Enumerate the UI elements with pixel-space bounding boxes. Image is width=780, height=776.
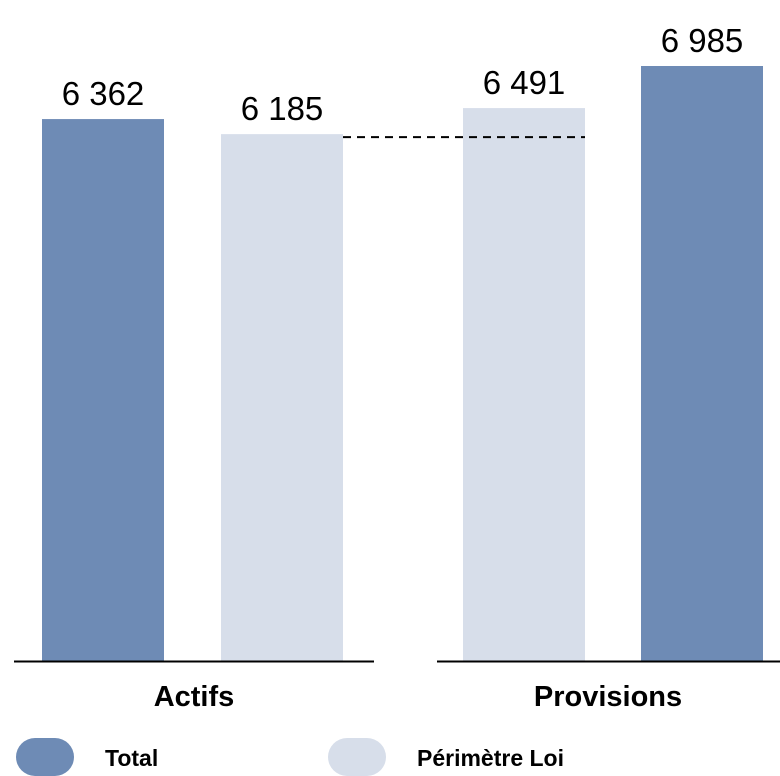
data-label-actifs-total: 6 362 (62, 75, 145, 112)
legend-swatch-total (16, 738, 74, 776)
data-label-provisions-total: 6 985 (661, 22, 744, 59)
data-label-actifs-perimetre-loi: 6 185 (241, 90, 324, 127)
chart-legend: Total Périmètre Loi (0, 738, 780, 776)
bar-provisions-perimetre-loi (463, 108, 585, 661)
legend-swatch-perimetre-loi (328, 738, 386, 776)
category-label-provisions: Provisions (534, 681, 682, 713)
legend-label-total: Total (105, 745, 159, 771)
bar-actifs-perimetre-loi (221, 134, 343, 662)
bar-provisions-total (641, 66, 763, 661)
category-label-actifs: Actifs (154, 681, 235, 713)
data-label-provisions-perimetre-loi: 6 491 (483, 64, 566, 101)
bar-actifs-total (42, 119, 164, 661)
legend-label-perimetre-loi: Périmètre Loi (417, 745, 564, 771)
